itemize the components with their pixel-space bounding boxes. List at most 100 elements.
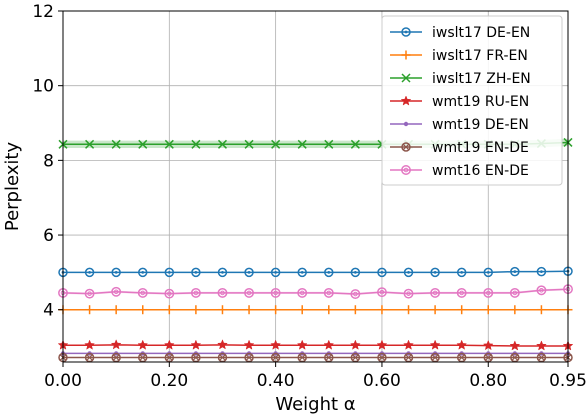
x-axis-label: Weight α — [275, 394, 355, 415]
marker-wmt16-en-de — [164, 288, 175, 299]
x-tick-label: 0.80 — [469, 371, 507, 391]
marker-wmt16-en-de — [350, 289, 361, 299]
marker-wmt16-en-de — [403, 288, 414, 299]
marker-iwslt17-fr-en — [271, 305, 281, 315]
marker-iwslt17-de-en — [536, 266, 547, 277]
marker-wmt19-ru-en — [376, 339, 388, 350]
marker-wmt19-ru-en — [243, 339, 255, 350]
marker-iwslt17-fr-en — [536, 305, 546, 315]
marker-iwslt17-de-en — [324, 267, 334, 278]
legend-marker — [400, 95, 412, 106]
marker-iwslt17-fr-en — [138, 305, 148, 315]
marker-wmt16-en-de — [376, 287, 387, 298]
marker-iwslt17-de-en — [350, 267, 361, 278]
marker-wmt19-en-de — [270, 352, 281, 363]
legend-item: wmt16 EN-DE — [390, 163, 529, 179]
marker-wmt19-ru-en — [403, 339, 414, 350]
marker-iwslt17-fr-en — [457, 305, 467, 315]
marker-wmt16-en-de — [430, 287, 441, 298]
legend-marker — [401, 27, 411, 37]
marker-wmt16-en-de — [323, 287, 334, 298]
legend-item: wmt19 EN-DE — [390, 140, 529, 156]
legend-marker — [403, 121, 409, 127]
marker-iwslt17-zh-en — [324, 139, 334, 149]
legend-marker — [401, 142, 411, 152]
marker-wmt16-en-de — [137, 287, 148, 298]
marker-iwslt17-de-en — [456, 267, 467, 278]
marker-iwslt17-fr-en — [483, 305, 493, 315]
marker-wmt19-ru-en — [163, 339, 175, 350]
marker-iwslt17-de-en — [377, 267, 387, 278]
marker-iwslt17-de-en — [137, 267, 148, 278]
marker-iwslt17-fr-en — [85, 305, 95, 315]
marker-wmt19-ru-en — [456, 339, 468, 350]
marker-wmt19-en-de — [510, 352, 520, 363]
marker-iwslt17-zh-en — [191, 139, 201, 149]
marker-iwslt17-de-en — [111, 267, 121, 278]
marker-wmt16-en-de — [297, 287, 308, 298]
marker-iwslt17-zh-en — [297, 139, 307, 149]
marker-iwslt17-zh-en — [111, 139, 121, 149]
marker-iwslt17-fr-en — [430, 305, 440, 315]
axis-ticks: 0.00 0.20 0.40 0.60 0.80 0.95 4 6 8 10 12 — [32, 2, 587, 391]
marker-wmt19-ru-en — [217, 339, 228, 350]
marker-iwslt17-fr-en — [111, 305, 121, 315]
marker-wmt19-ru-en — [270, 339, 282, 350]
marker-wmt19-ru-en — [509, 340, 521, 351]
marker-iwslt17-fr-en — [350, 305, 360, 315]
legend-marker — [401, 73, 411, 83]
line-wmt19-ru-en — [63, 344, 568, 347]
marker-iwslt17-fr-en — [510, 305, 520, 315]
y-tick-label: 10 — [32, 77, 54, 97]
marker-iwslt17-fr-en — [191, 305, 201, 315]
marker-iwslt17-zh-en — [217, 139, 228, 149]
marker-iwslt17-de-en — [164, 267, 175, 278]
marker-iwslt17-zh-en — [271, 139, 281, 149]
marker-wmt16-en-de — [536, 285, 547, 296]
marker-iwslt17-de-en — [297, 267, 307, 278]
marker-iwslt17-zh-en — [244, 139, 254, 149]
legend-label: wmt19 DE-EN — [432, 117, 529, 133]
marker-wmt19-ru-en — [323, 339, 335, 350]
marker-wmt19-ru-en — [536, 340, 547, 351]
y-tick-label: 8 — [43, 151, 54, 171]
y-tick-label: 6 — [43, 226, 54, 246]
marker-iwslt17-fr-en — [217, 305, 227, 315]
marker-wmt19-ru-en — [137, 339, 149, 350]
legend-label: wmt19 EN-DE — [432, 140, 529, 156]
legend-label: wmt19 RU-EN — [432, 94, 529, 110]
legend-label: iwslt17 FR-EN — [432, 48, 528, 64]
y-tick-label: 12 — [32, 2, 54, 22]
marker-iwslt17-de-en — [217, 267, 228, 278]
marker-wmt19-ru-en — [349, 339, 361, 350]
x-tick-label: 0.60 — [363, 371, 401, 391]
legend-box — [381, 15, 563, 186]
marker-wmt16-en-de — [483, 287, 494, 298]
marker-iwslt17-fr-en — [164, 305, 174, 315]
marker-wmt19-ru-en — [84, 339, 95, 350]
marker-iwslt17-de-en — [403, 267, 414, 278]
marker-wmt16-en-de — [456, 287, 467, 298]
marker-iwslt17-de-en — [244, 267, 254, 278]
marker-wmt16-en-de — [217, 287, 228, 298]
legend-label: iwslt17 DE-EN — [432, 25, 530, 41]
plot-frame — [62, 10, 569, 363]
marker-wmt19-ru-en — [190, 339, 202, 350]
legend-item: iwslt17 FR-EN — [390, 48, 528, 64]
legend-label: wmt16 EN-DE — [432, 163, 529, 179]
legend-item: iwslt17 ZH-EN — [390, 71, 531, 87]
marker-iwslt17-fr-en — [297, 305, 307, 315]
legend-item: wmt19 RU-EN — [390, 94, 529, 110]
marker-iwslt17-fr-en — [244, 305, 254, 315]
marker-iwslt17-de-en — [430, 267, 440, 278]
marker-wmt16-en-de — [509, 287, 520, 298]
x-tick-label: 0.00 — [44, 371, 82, 391]
x-tick-label: 0.20 — [150, 371, 188, 391]
marker-wmt19-ru-en — [429, 339, 441, 350]
marker-wmt19-ru-en — [110, 339, 122, 350]
y-axis-label: Perplexity — [2, 142, 23, 232]
marker-wmt16-en-de — [244, 287, 255, 298]
marker-iwslt17-de-en — [84, 267, 95, 278]
legend-marker — [401, 50, 411, 60]
marker-wmt16-en-de — [190, 287, 201, 298]
